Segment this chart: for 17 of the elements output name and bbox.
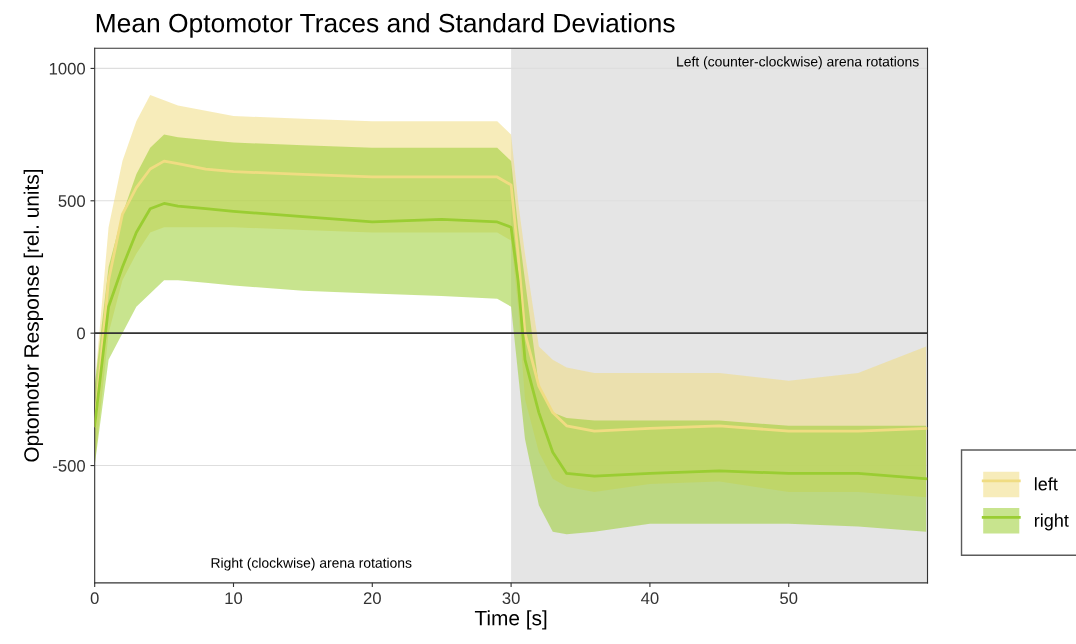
x-axis-title: Time [s] xyxy=(474,610,547,630)
legend-label: right xyxy=(1034,513,1069,531)
x-tick-label: 40 xyxy=(641,592,659,605)
legend-label: left xyxy=(1034,477,1058,491)
y-axis-title: Optomotor Response [rel. units] xyxy=(23,169,44,462)
y-tick-label: 0 xyxy=(77,327,86,340)
x-tick-label: 0 xyxy=(90,592,99,605)
chart-title: Mean Optomotor Traces and Standard Deviations xyxy=(96,13,675,38)
annotation: Right (clockwise) arena rotations xyxy=(211,557,412,571)
x-tick-label: 50 xyxy=(780,592,798,605)
y-tick-label: 1000 xyxy=(49,62,86,75)
x-tick-label: 20 xyxy=(363,592,381,605)
y-tick-label: 500 xyxy=(58,195,86,207)
x-tick-label: 30 xyxy=(502,592,520,605)
x-tick-label: 10 xyxy=(225,592,243,605)
y-tick-label: -500 xyxy=(53,459,86,472)
band-label: Left (counter-clockwise) arena rotations xyxy=(677,56,919,70)
